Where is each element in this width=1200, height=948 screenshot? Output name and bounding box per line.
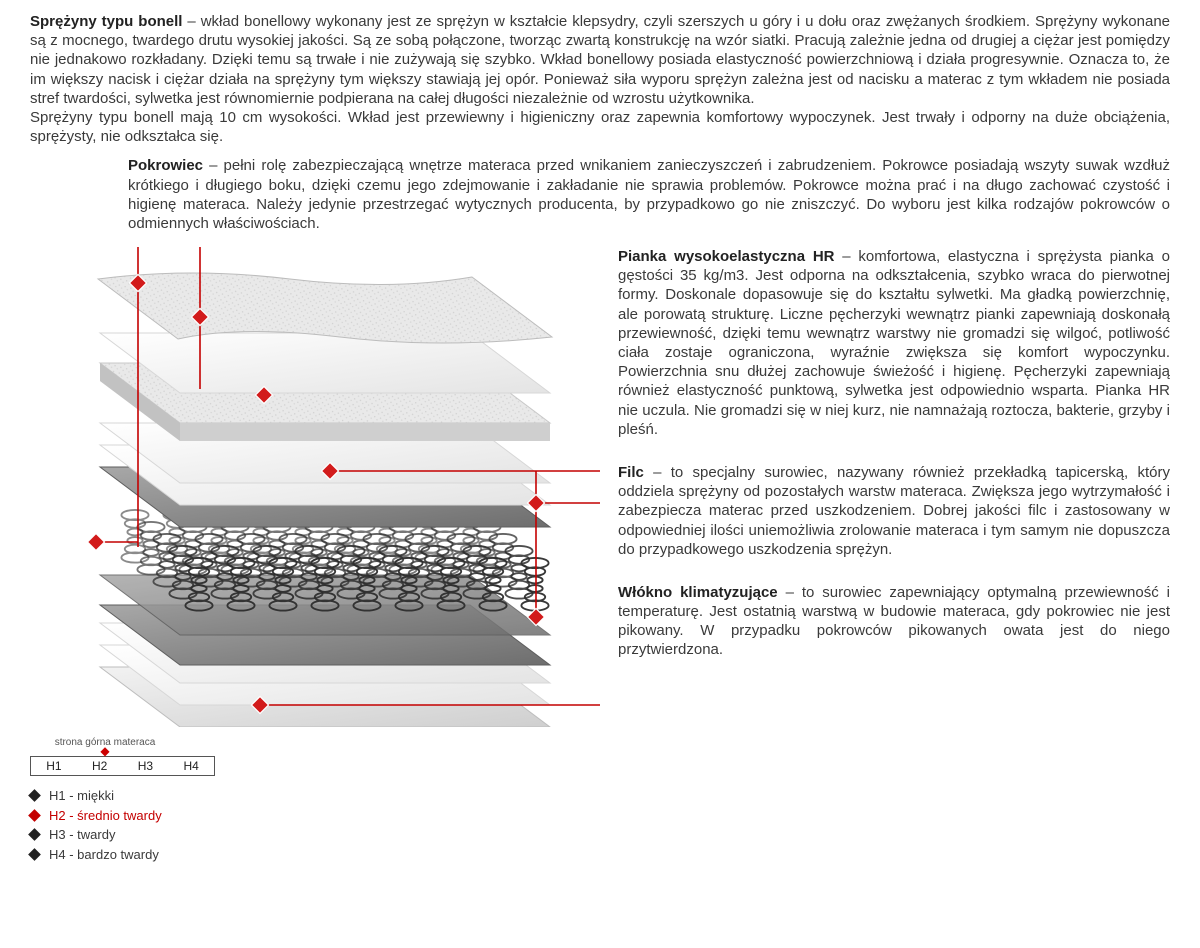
legend-arrow-icon: ◆: [30, 748, 180, 754]
wlokno-paragraph: Włókno klimatyzujące – to surowiec zapew…: [618, 583, 1170, 660]
sprezyny-body-1: – wkład bonellowy wykonany jest ze spręż…: [30, 13, 1170, 107]
diamond-icon: [28, 848, 41, 861]
pokrowiec-title: Pokrowiec: [128, 157, 203, 174]
section-hr: Pianka wysokoelastyczna HR – komfortowa,…: [618, 247, 1170, 439]
sprezyny-paragraph-2: Sprężyny typu bonell mają 10 cm wysokośc…: [30, 108, 1170, 146]
legend-item-h2: H2 - średnio twardy: [30, 806, 1170, 826]
pokrowiec-body: – pełni rolę zabezpieczającą wnętrze mat…: [128, 157, 1170, 232]
filc-title: Filc: [618, 464, 644, 481]
legend-item-label: H2 - średnio twardy: [49, 806, 162, 826]
scale-h1: H1: [31, 757, 77, 775]
diamond-icon: [28, 789, 41, 802]
section-wlokno: Włókno klimatyzujące – to surowiec zapew…: [618, 583, 1170, 660]
diamond-icon: [28, 809, 41, 822]
scale-h2: H2: [77, 757, 123, 775]
legend-item-h4: H4 - bardzo twardy: [30, 845, 1170, 865]
hr-paragraph: Pianka wysokoelastyczna HR – komfortowa,…: [618, 247, 1170, 439]
diamond-icon: [28, 828, 41, 841]
firmness-scale: H1 H2 H3 H4: [30, 756, 215, 776]
legend-item-label: H1 - miękki: [49, 786, 114, 806]
mid-row: Pianka wysokoelastyczna HR – komfortowa,…: [30, 247, 1170, 727]
legend-list: H1 - miękki H2 - średnio twardy H3 - twa…: [30, 786, 1170, 864]
legend-item-h3: H3 - twardy: [30, 825, 1170, 845]
sprezyny-title: Sprężyny typu bonell: [30, 13, 182, 30]
mattress-diagram: [30, 247, 600, 727]
section-pokrowiec: Pokrowiec – pełni rolę zabezpieczającą w…: [128, 156, 1170, 233]
filc-body: – to specjalny surowiec, nazywany równie…: [618, 464, 1170, 558]
section-filc: Filc – to specjalny surowiec, nazywany r…: [618, 463, 1170, 559]
wlokno-title: Włókno klimatyzujące: [618, 584, 778, 601]
hr-title: Pianka wysokoelastyczna HR: [618, 248, 835, 265]
legend-item-label: H4 - bardzo twardy: [49, 845, 159, 865]
scale-h4: H4: [168, 757, 214, 775]
legend-item-label: H3 - twardy: [49, 825, 115, 845]
scale-h3: H3: [123, 757, 169, 775]
hr-body: – komfortowa, elastyczna i sprężysta pia…: [618, 248, 1170, 438]
sprezyny-paragraph-1: Sprężyny typu bonell – wkład bonellowy w…: [30, 12, 1170, 108]
pokrowiec-paragraph: Pokrowiec – pełni rolę zabezpieczającą w…: [128, 156, 1170, 233]
section-sprezyny: Sprężyny typu bonell – wkład bonellowy w…: [30, 12, 1170, 146]
right-column: Pianka wysokoelastyczna HR – komfortowa,…: [600, 247, 1170, 684]
legend-item-h1: H1 - miękki: [30, 786, 1170, 806]
firmness-legend: strona górna materaca ◆ H1 H2 H3 H4 H1 -…: [30, 737, 1170, 864]
filc-paragraph: Filc – to specjalny surowiec, nazywany r…: [618, 463, 1170, 559]
